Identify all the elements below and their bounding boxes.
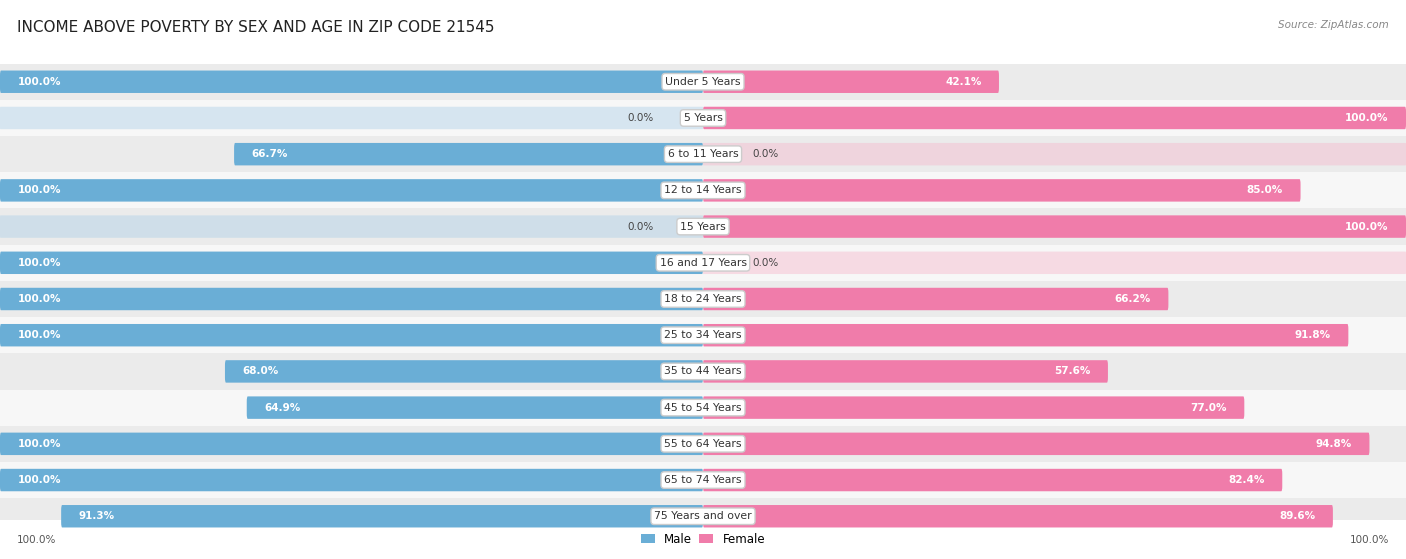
FancyBboxPatch shape [703, 70, 998, 93]
Text: 35 to 44 Years: 35 to 44 Years [664, 366, 742, 376]
Text: 6 to 11 Years: 6 to 11 Years [668, 149, 738, 159]
Text: 85.0%: 85.0% [1247, 186, 1284, 196]
Text: 16 and 17 Years: 16 and 17 Years [659, 258, 747, 268]
Text: 15 Years: 15 Years [681, 221, 725, 231]
Bar [0, 100, 1406, 136]
FancyBboxPatch shape [703, 396, 1244, 419]
FancyBboxPatch shape [0, 215, 703, 238]
Text: 91.8%: 91.8% [1295, 330, 1331, 340]
FancyBboxPatch shape [0, 179, 703, 202]
FancyBboxPatch shape [703, 360, 1108, 383]
Text: 42.1%: 42.1% [945, 77, 981, 87]
FancyBboxPatch shape [247, 396, 703, 419]
FancyBboxPatch shape [0, 70, 703, 93]
Text: 100.0%: 100.0% [17, 439, 60, 449]
Text: 77.0%: 77.0% [1191, 402, 1227, 413]
FancyBboxPatch shape [703, 215, 1406, 238]
Text: 0.0%: 0.0% [627, 221, 654, 231]
Text: Under 5 Years: Under 5 Years [665, 77, 741, 87]
Bar [0, 353, 1406, 390]
Bar [0, 317, 1406, 353]
Bar [0, 426, 1406, 462]
FancyBboxPatch shape [703, 107, 1406, 129]
FancyBboxPatch shape [703, 143, 1406, 165]
Text: 66.2%: 66.2% [1115, 294, 1150, 304]
Text: 18 to 24 Years: 18 to 24 Years [664, 294, 742, 304]
FancyBboxPatch shape [225, 360, 703, 383]
FancyBboxPatch shape [703, 252, 1406, 274]
FancyBboxPatch shape [0, 433, 703, 455]
FancyBboxPatch shape [0, 469, 703, 491]
Legend: Male, Female: Male, Female [636, 528, 770, 550]
Text: 100.0%: 100.0% [17, 186, 60, 196]
Text: 100.0%: 100.0% [1346, 113, 1389, 123]
Text: 55 to 64 Years: 55 to 64 Years [664, 439, 742, 449]
Text: 100.0%: 100.0% [17, 258, 60, 268]
Bar [0, 498, 1406, 534]
Text: 0.0%: 0.0% [752, 258, 779, 268]
Text: 91.3%: 91.3% [79, 511, 115, 521]
Bar [0, 281, 1406, 317]
Text: 57.6%: 57.6% [1054, 366, 1091, 376]
FancyBboxPatch shape [703, 469, 1282, 491]
Text: 75 Years and over: 75 Years and over [654, 511, 752, 521]
Text: 100.0%: 100.0% [17, 294, 60, 304]
Text: Source: ZipAtlas.com: Source: ZipAtlas.com [1278, 20, 1389, 30]
Text: 0.0%: 0.0% [752, 149, 779, 159]
FancyBboxPatch shape [0, 107, 703, 129]
FancyBboxPatch shape [703, 324, 1348, 347]
Text: 100.0%: 100.0% [17, 535, 56, 545]
Text: 100.0%: 100.0% [17, 475, 60, 485]
Text: 65 to 74 Years: 65 to 74 Years [664, 475, 742, 485]
FancyBboxPatch shape [703, 433, 1369, 455]
Text: 0.0%: 0.0% [627, 113, 654, 123]
Text: 5 Years: 5 Years [683, 113, 723, 123]
Text: 64.9%: 64.9% [264, 402, 301, 413]
FancyBboxPatch shape [0, 288, 703, 310]
FancyBboxPatch shape [0, 252, 703, 274]
Text: 12 to 14 Years: 12 to 14 Years [664, 186, 742, 196]
FancyBboxPatch shape [233, 143, 703, 165]
FancyBboxPatch shape [0, 324, 703, 347]
Text: INCOME ABOVE POVERTY BY SEX AND AGE IN ZIP CODE 21545: INCOME ABOVE POVERTY BY SEX AND AGE IN Z… [17, 20, 495, 35]
Bar [0, 462, 1406, 498]
Bar [0, 390, 1406, 426]
Bar [0, 172, 1406, 209]
FancyBboxPatch shape [62, 505, 703, 528]
Text: 82.4%: 82.4% [1229, 475, 1265, 485]
Bar [0, 64, 1406, 100]
Text: 89.6%: 89.6% [1279, 511, 1316, 521]
Text: 100.0%: 100.0% [1350, 535, 1389, 545]
Text: 100.0%: 100.0% [17, 77, 60, 87]
Bar [0, 209, 1406, 245]
Text: 66.7%: 66.7% [252, 149, 288, 159]
Bar [0, 245, 1406, 281]
Text: 94.8%: 94.8% [1316, 439, 1353, 449]
Text: 45 to 54 Years: 45 to 54 Years [664, 402, 742, 413]
Text: 100.0%: 100.0% [17, 330, 60, 340]
Bar [0, 136, 1406, 172]
FancyBboxPatch shape [703, 505, 1333, 528]
Text: 25 to 34 Years: 25 to 34 Years [664, 330, 742, 340]
Text: 100.0%: 100.0% [1346, 221, 1389, 231]
FancyBboxPatch shape [703, 179, 1301, 202]
FancyBboxPatch shape [703, 288, 1168, 310]
Text: 68.0%: 68.0% [243, 366, 278, 376]
